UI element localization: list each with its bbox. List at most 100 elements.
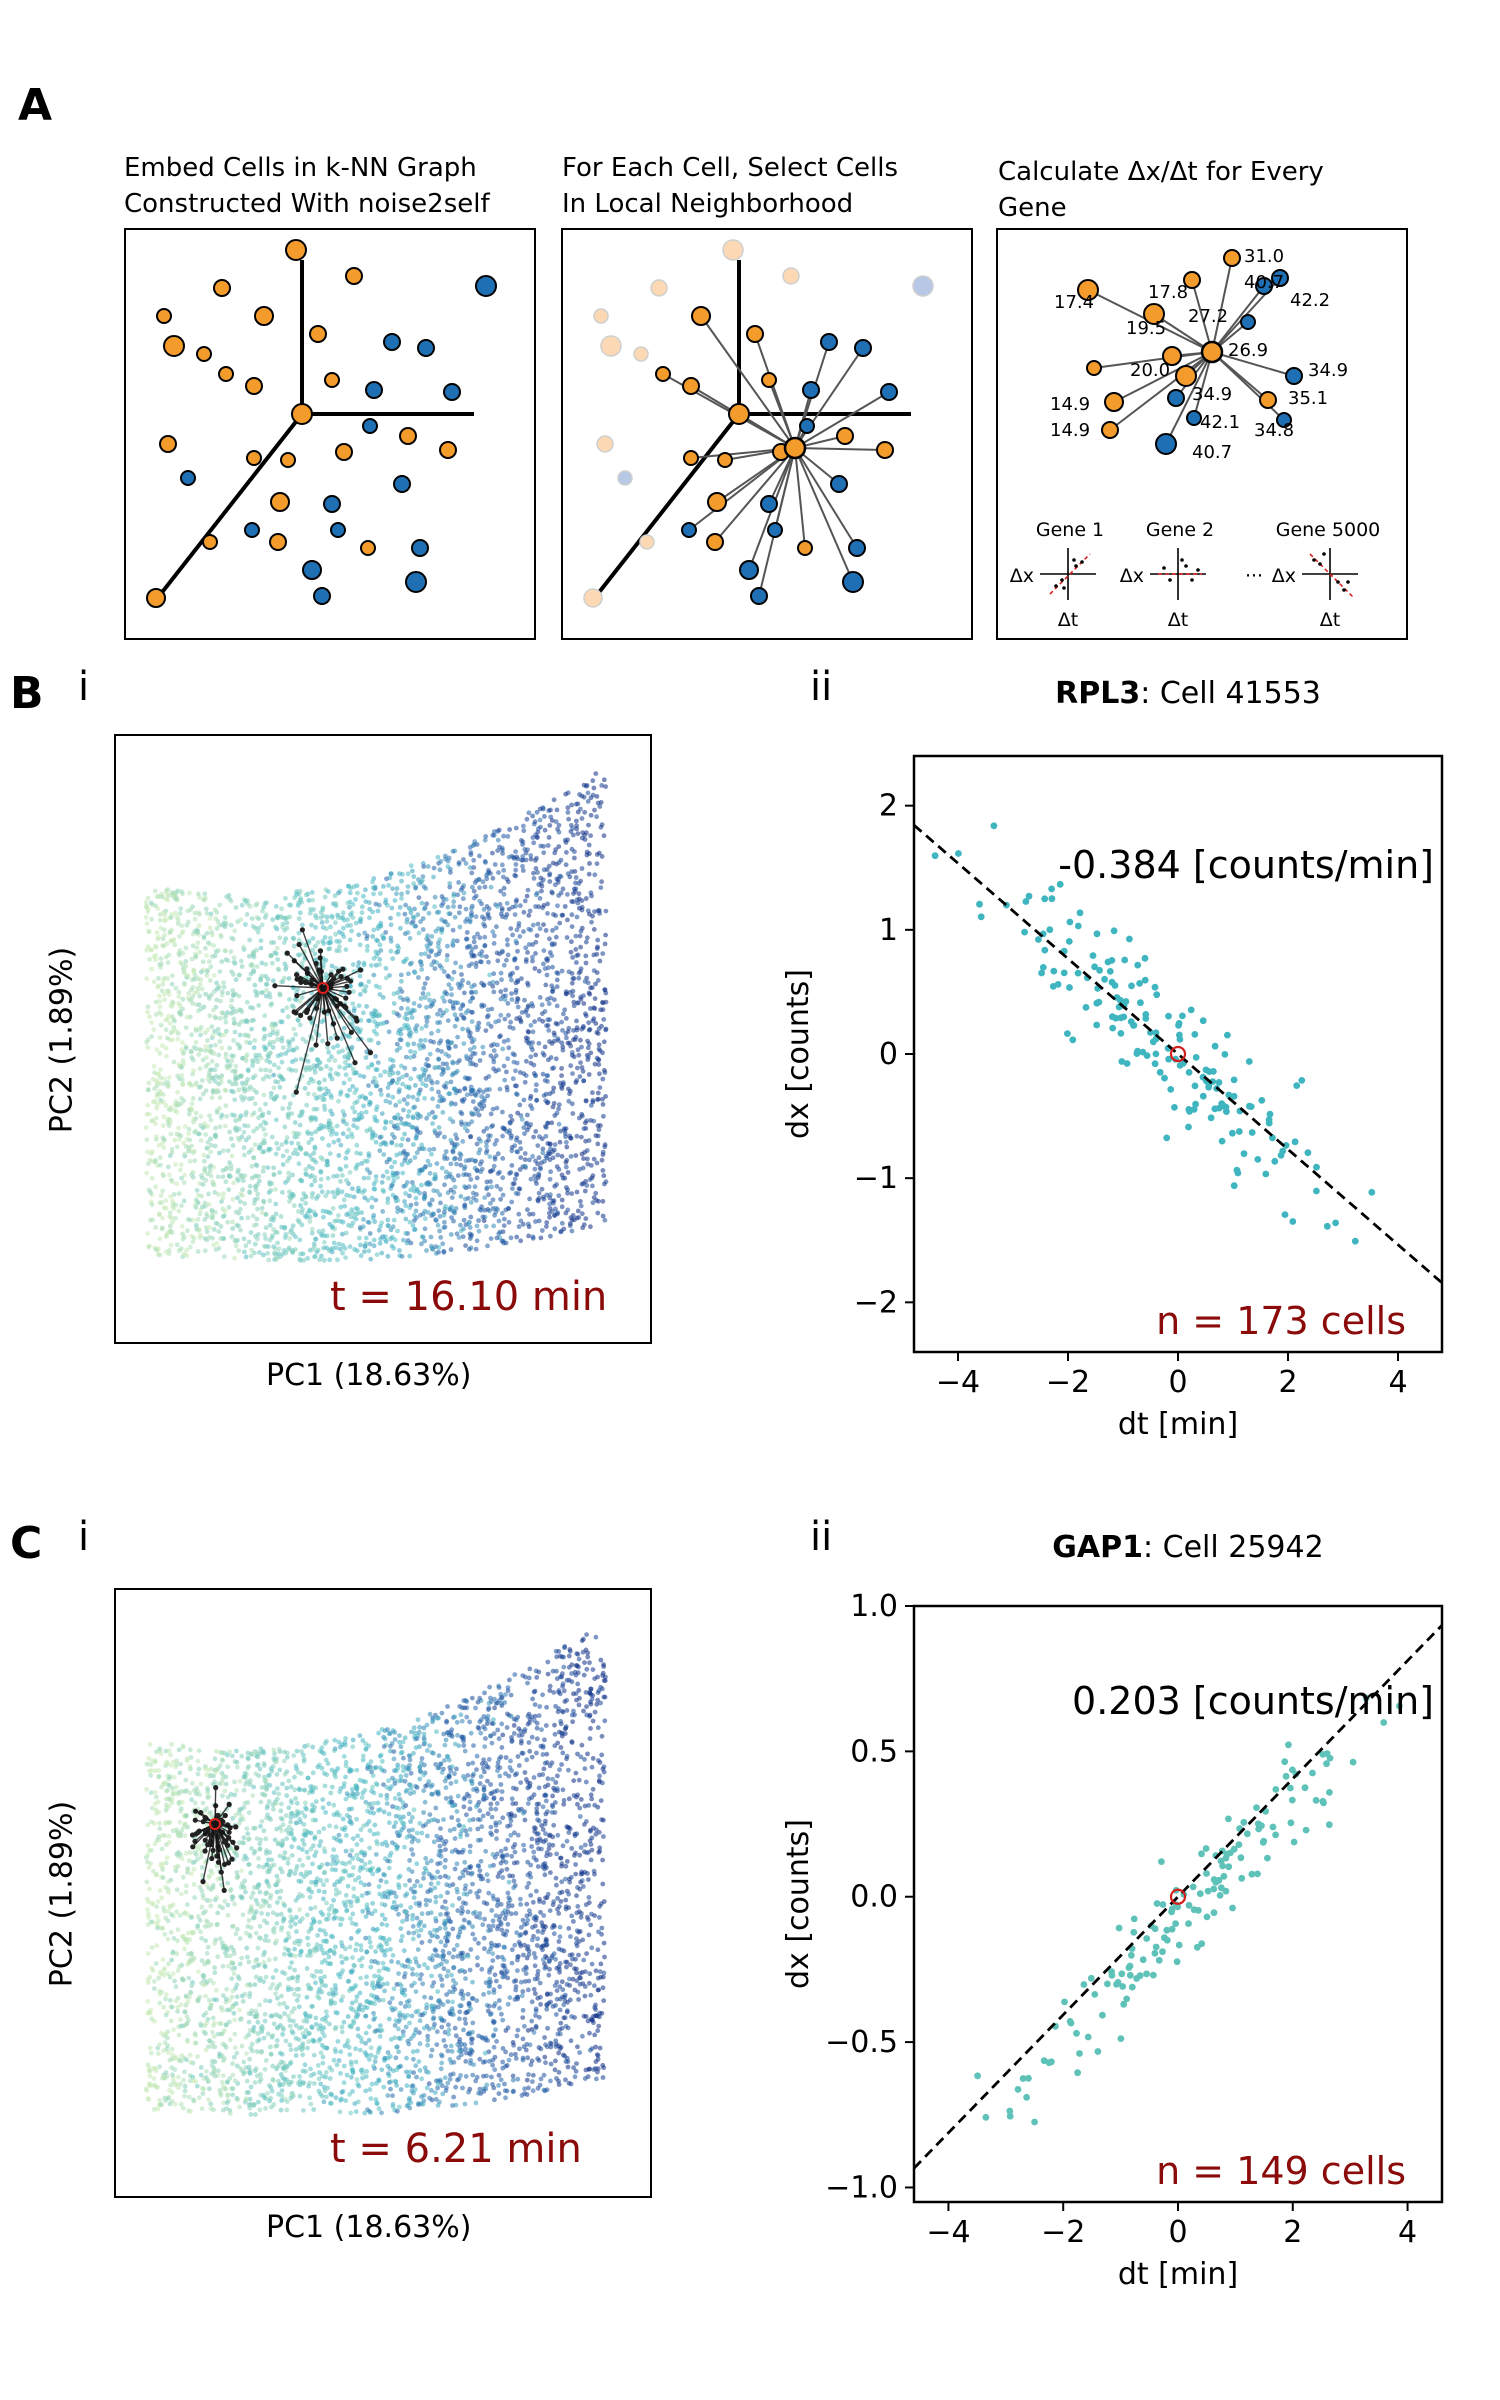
scatter-point (1126, 935, 1133, 943)
panel-c-ii-label: ii (810, 1514, 833, 1560)
panel-a2-title: For Each Cell, Select Cells In Local Nei… (562, 150, 898, 222)
dxdt-diagram: 31.0 40.7 17.827.2 42.2 17.4 19.5 26.9 20.0 34.9… (1010, 246, 1381, 631)
scatter-point (1282, 1142, 1290, 1149)
cell-node (683, 450, 699, 466)
scatter-point (1192, 1054, 1200, 1061)
scatter-point (1362, 1694, 1370, 1702)
slope-annotation: 0.203 [counts/min] (1072, 1679, 1434, 1723)
pca-time-annotation-c: t = 6.21 min (330, 2126, 582, 2172)
scatter-point (1219, 1862, 1226, 1870)
selected-cell (1200, 340, 1224, 364)
scatter-point (1229, 1904, 1236, 1912)
scatter-point (1061, 1998, 1068, 2006)
scatter-point (1176, 1062, 1184, 1069)
scatter-point (1193, 1943, 1201, 1951)
scatter-point (1040, 2057, 1048, 2065)
scatter-cell-b: : Cell 41553 (1140, 676, 1321, 711)
cell-node (830, 475, 848, 493)
cell-node (324, 372, 340, 388)
cell-node (345, 267, 363, 285)
scatter-point (1301, 1784, 1309, 1792)
cell-node (722, 239, 744, 261)
scatter-point (1084, 2033, 1092, 2041)
cell-node (330, 522, 346, 538)
scatter-point (1142, 1015, 1150, 1022)
cell-node (854, 339, 872, 357)
scatter-point (1185, 1901, 1193, 1909)
scatter-point (931, 852, 939, 860)
cell-node (335, 443, 353, 461)
panel-a1-title-line1: Embed Cells in k-NN Graph (124, 153, 477, 183)
scatter-point (1130, 1928, 1138, 1936)
cell-node (309, 325, 327, 343)
scatter-point (1091, 1991, 1099, 1998)
dxdt-value-label: 40.7 (1244, 272, 1284, 293)
y-tick-label: 0.5 (850, 1734, 898, 1769)
scatter-point (1094, 2048, 1102, 2055)
cell-node (159, 435, 177, 453)
scatter-point (1210, 1068, 1217, 1075)
scatter-point (1189, 1883, 1197, 1891)
cell-node (820, 333, 838, 351)
panel-a2-title-line1: For Each Cell, Select Cells (562, 153, 899, 183)
cell-node (706, 533, 724, 551)
scatter-point (1152, 1943, 1160, 1951)
scatter-point (1022, 898, 1030, 905)
cell-node (180, 470, 196, 486)
scatter-point (1080, 1981, 1088, 1988)
gene2-label: Gene 2 (1146, 519, 1214, 541)
n-cells-annotation: n = 149 cells (1156, 2149, 1406, 2193)
cell-node (270, 492, 290, 512)
scatter-point (1196, 1890, 1204, 1898)
scatter-point (1159, 1901, 1167, 1908)
scatter-point (1056, 880, 1064, 888)
scatter-point (1109, 1013, 1116, 1021)
gene1-dt-label: Δt (1058, 609, 1078, 631)
scatter-point (1041, 946, 1049, 954)
scatter-point (1096, 966, 1103, 974)
n-cells-annotation: n = 173 cells (1156, 1299, 1406, 1343)
scatter-point (1230, 1182, 1238, 1190)
cell-node (880, 383, 898, 401)
scatter-point (1093, 1021, 1101, 1029)
scatter-point (1165, 1055, 1173, 1063)
scatter-point (1203, 1913, 1211, 1921)
scatter-point (1269, 1823, 1277, 1831)
cell-node (1162, 346, 1182, 366)
cell-node (912, 275, 934, 297)
cell-node (246, 450, 262, 466)
scatter-point (1104, 1980, 1111, 1988)
panel-a3-title-line1: Calculate Δx/Δt for Every (998, 157, 1324, 187)
scatter-point (1290, 1838, 1298, 1846)
scatter-point (1229, 1129, 1236, 1137)
scatter-point (1108, 978, 1116, 986)
scatter-point (1272, 1786, 1280, 1793)
scatter-point (1326, 1754, 1334, 1762)
scatter-point (1298, 1077, 1306, 1084)
panel-a1-title: Embed Cells in k-NN Graph Constructed Wi… (124, 150, 490, 222)
scatter-point (1243, 1830, 1251, 1838)
scatter-point (1309, 1769, 1316, 1777)
scatter-title-c: GAP1: Cell 25942 (898, 1530, 1478, 1565)
dxdt-value-label: 17.4 (1054, 292, 1094, 313)
scatter-point (1149, 1038, 1157, 1046)
scatter-point (1240, 1150, 1248, 1158)
scatter-point (1168, 1925, 1176, 1933)
scatter-point (1006, 2112, 1014, 2120)
dxdt-value-label: 26.9 (1228, 340, 1268, 361)
neighbor-star (189, 1785, 240, 1893)
scatter-point (1087, 1974, 1095, 1982)
gene5000-dx-label: Δx (1272, 565, 1296, 587)
cell-cloud (143, 771, 609, 1263)
cell-node (739, 560, 759, 580)
cell-node (797, 540, 813, 556)
panel-b-ii-label: ii (810, 664, 833, 710)
panel-c-label: C (10, 1518, 43, 1569)
scatter-point (1247, 1103, 1255, 1110)
scatter-point (1115, 1924, 1123, 1932)
scatter-point (1108, 1968, 1115, 1975)
scatter-point (1128, 1983, 1136, 1991)
scatter-point (1117, 2035, 1125, 2042)
scatter-point (1134, 961, 1142, 969)
scatter-point (1074, 922, 1082, 930)
